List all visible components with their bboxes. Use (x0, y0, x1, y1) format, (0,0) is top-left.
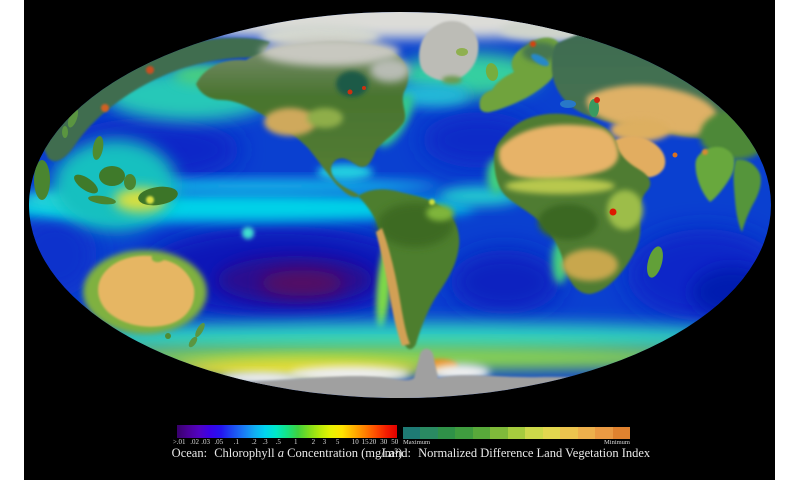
ocean-tick-label: 3 (322, 438, 327, 446)
ocean-tick-label: .05 (214, 438, 224, 446)
ocean-tick-label: 1 (294, 438, 298, 446)
ocean-tick-label: 2 (311, 438, 316, 446)
ocean-tick-label: 50 (391, 438, 399, 446)
ocean-caption-italic-a: a (277, 446, 284, 460)
land-colorbar-step (577, 427, 596, 439)
continent-australia (98, 255, 195, 327)
land-colorbar-step (437, 427, 456, 439)
continents-layer (34, 20, 771, 398)
indochina (733, 159, 761, 232)
ocean-caption-suffix: Concentration (mg/m³) (287, 446, 403, 460)
land-colorbar-step (595, 427, 613, 439)
ocean-tick-label: 20 (369, 438, 377, 446)
ocean-tick-label: >.01 (172, 438, 186, 446)
ocean-tick-label: .1 (233, 438, 240, 446)
land-caption-suffix: Normalized Difference Land Vegetation In… (418, 446, 651, 460)
land-colorbar-step (542, 427, 561, 439)
land-colorbar-step (455, 427, 473, 439)
land-legend-caption: Land: Normalized Difference Land Vegetat… (381, 446, 651, 460)
land-caption-prefix: Land: (381, 446, 411, 460)
land-minmax-row: Maximum Minimum (403, 439, 630, 448)
ocean-tick-label: .2 (251, 438, 257, 446)
india (695, 146, 735, 202)
ocean-tick-label: 15 (361, 438, 369, 446)
ocean-colorbar (177, 425, 397, 438)
ocean-tick-label: .02 (190, 438, 199, 446)
land-colorbar-step (612, 427, 631, 439)
ocean-caption-prefix: Ocean: (171, 446, 208, 460)
land-colorbar-step (490, 427, 508, 439)
land-colorbar-step (525, 427, 543, 439)
ocean-tick-label: 10 (351, 438, 359, 446)
ocean-caption-word: Chlorophyll (214, 446, 275, 460)
greenland-ice (419, 20, 479, 81)
ocean-tick-label: 30 (380, 438, 388, 446)
land-colorbar-step (403, 427, 421, 439)
land-colorbar-step (560, 427, 578, 439)
ocean-tick-label: 5 (335, 438, 340, 446)
arabian-peninsula (608, 136, 666, 178)
land-colorbar-step (420, 427, 438, 439)
ocean-tick-label: .5 (275, 438, 281, 446)
ocean-tick-label: .03 (201, 438, 210, 446)
land-colorbar-step (472, 427, 491, 439)
ocean-tick-row: >.01 .02.03 .05 .1 .2 .3 .5 1 2 3 5 10 15 20 30 50 (173, 437, 399, 447)
ocean-legend-caption: Ocean: Chlorophyll a Concentration (mg/m… (167, 446, 407, 460)
land-min-label: Minimum (603, 439, 630, 446)
land-max-label: Maximum (403, 439, 431, 446)
maritime-se-asia (74, 136, 178, 206)
ocean-tick-label: .3 (262, 438, 268, 446)
land-colorbar (403, 427, 631, 439)
land-colorbar-step (507, 427, 526, 439)
